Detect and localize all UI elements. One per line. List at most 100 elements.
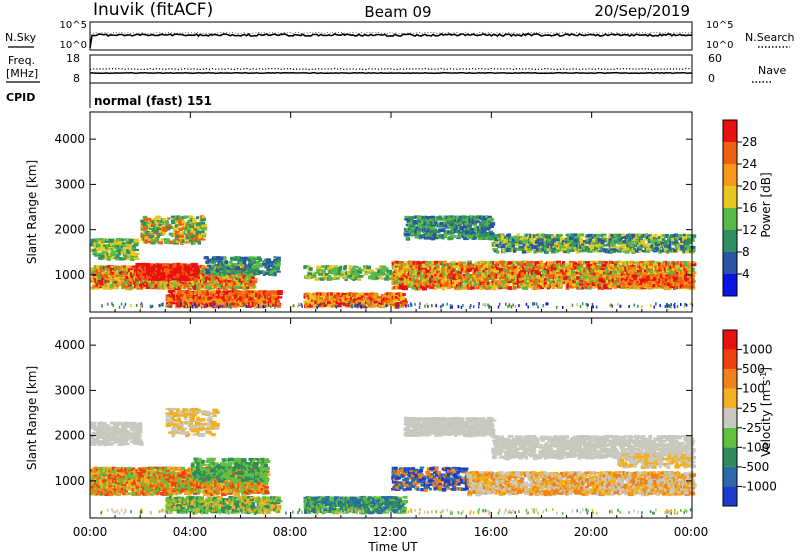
echo-cell — [183, 286, 187, 290]
echo-cell — [556, 274, 562, 277]
echo-cell — [498, 275, 502, 280]
echo-cell — [128, 284, 133, 287]
echo-cell — [525, 239, 529, 242]
echo-cell — [375, 267, 381, 270]
echo-cell — [203, 282, 209, 286]
echo-cell — [262, 260, 266, 263]
echo-cell — [495, 267, 502, 270]
echo-cell — [146, 263, 150, 266]
echo-cell — [210, 280, 214, 284]
echo-cell — [500, 234, 504, 237]
echo-cell — [185, 271, 189, 276]
echo-cell — [593, 277, 599, 281]
echo-cell — [498, 269, 503, 273]
echo-cell — [172, 282, 177, 286]
echo-cell — [240, 270, 247, 273]
echo-cell — [513, 269, 517, 272]
echo-cell — [258, 299, 262, 303]
echo-cell — [94, 254, 99, 257]
echo-cell — [188, 269, 193, 272]
echo-cell — [92, 279, 97, 283]
echo-cell — [532, 273, 537, 277]
echo-cell — [455, 262, 459, 266]
echo-cell — [595, 273, 600, 277]
echo-cell — [638, 243, 643, 248]
echo-cell — [439, 274, 444, 277]
echo-cell — [467, 229, 472, 234]
echo-cell — [376, 296, 383, 299]
echo-cell — [129, 286, 134, 290]
echo-cell — [429, 236, 433, 240]
echo-cell — [394, 275, 398, 279]
echo-cell — [443, 269, 449, 272]
echo-cell — [488, 230, 494, 234]
echo-cell — [638, 233, 643, 237]
echo-cell — [568, 281, 572, 286]
echo-cell — [625, 246, 631, 251]
echo-cell — [169, 284, 174, 289]
echo-cell — [505, 282, 511, 285]
echo-cell — [412, 275, 418, 278]
echo-cell — [450, 224, 455, 227]
echo-cell — [443, 267, 448, 270]
echo-cell — [468, 269, 473, 271]
echo-cell — [685, 263, 692, 268]
echo-cell — [618, 267, 623, 272]
echo-cell — [574, 238, 578, 242]
echo-cell — [421, 263, 428, 266]
echo-cell — [600, 239, 604, 243]
echo-cell — [434, 220, 438, 224]
echo-cell — [432, 284, 436, 287]
echo-cell — [585, 276, 590, 280]
echo-cell — [171, 292, 176, 296]
echo-cell — [601, 269, 606, 272]
echo-cell — [130, 257, 135, 261]
echo-cell — [327, 275, 332, 278]
echo-cell — [609, 262, 616, 267]
echo-cell — [235, 272, 242, 276]
echo-cell — [114, 240, 118, 245]
echo-cell — [385, 275, 389, 279]
echo-cell — [382, 300, 387, 304]
echo-cell — [547, 263, 552, 266]
echo-cell — [172, 239, 177, 243]
echo-cell — [330, 292, 334, 296]
echo-cell — [497, 233, 501, 238]
echo-cell — [405, 218, 410, 221]
echo-cell — [606, 273, 611, 276]
echo-cell — [108, 238, 112, 242]
echo-cell — [624, 239, 628, 244]
echo-cell — [366, 304, 370, 308]
echo-cell — [214, 283, 218, 288]
echo-cell — [520, 245, 526, 248]
echo-cell — [624, 263, 628, 267]
echo-cell — [547, 286, 551, 290]
echo-cell — [99, 246, 105, 251]
echo-cell — [341, 298, 347, 302]
echo-cell — [99, 256, 103, 260]
echo-cell — [305, 294, 309, 297]
echo-cell — [190, 222, 197, 226]
echo-cell — [541, 244, 545, 248]
echo-cell — [114, 271, 118, 276]
echo-cell — [611, 273, 615, 277]
echo-cell — [262, 300, 269, 304]
echo-cell — [491, 267, 495, 271]
echo-cell — [643, 269, 648, 273]
echo-cell — [349, 271, 356, 275]
echo-cell — [251, 268, 256, 272]
echo-cell — [416, 275, 422, 278]
echo-cell — [523, 260, 527, 263]
echo-cell — [595, 237, 599, 242]
echo-cell — [453, 228, 458, 233]
echo-cell — [409, 264, 413, 268]
echo-cell — [470, 266, 475, 269]
echo-cell — [165, 294, 172, 299]
echo-cell — [260, 270, 265, 274]
echo-cell — [462, 285, 467, 289]
echo-cell — [333, 274, 338, 279]
echo-cell — [126, 249, 130, 253]
echo-cell — [608, 269, 612, 273]
echo-cell — [479, 260, 485, 264]
echo-cell — [568, 260, 575, 264]
